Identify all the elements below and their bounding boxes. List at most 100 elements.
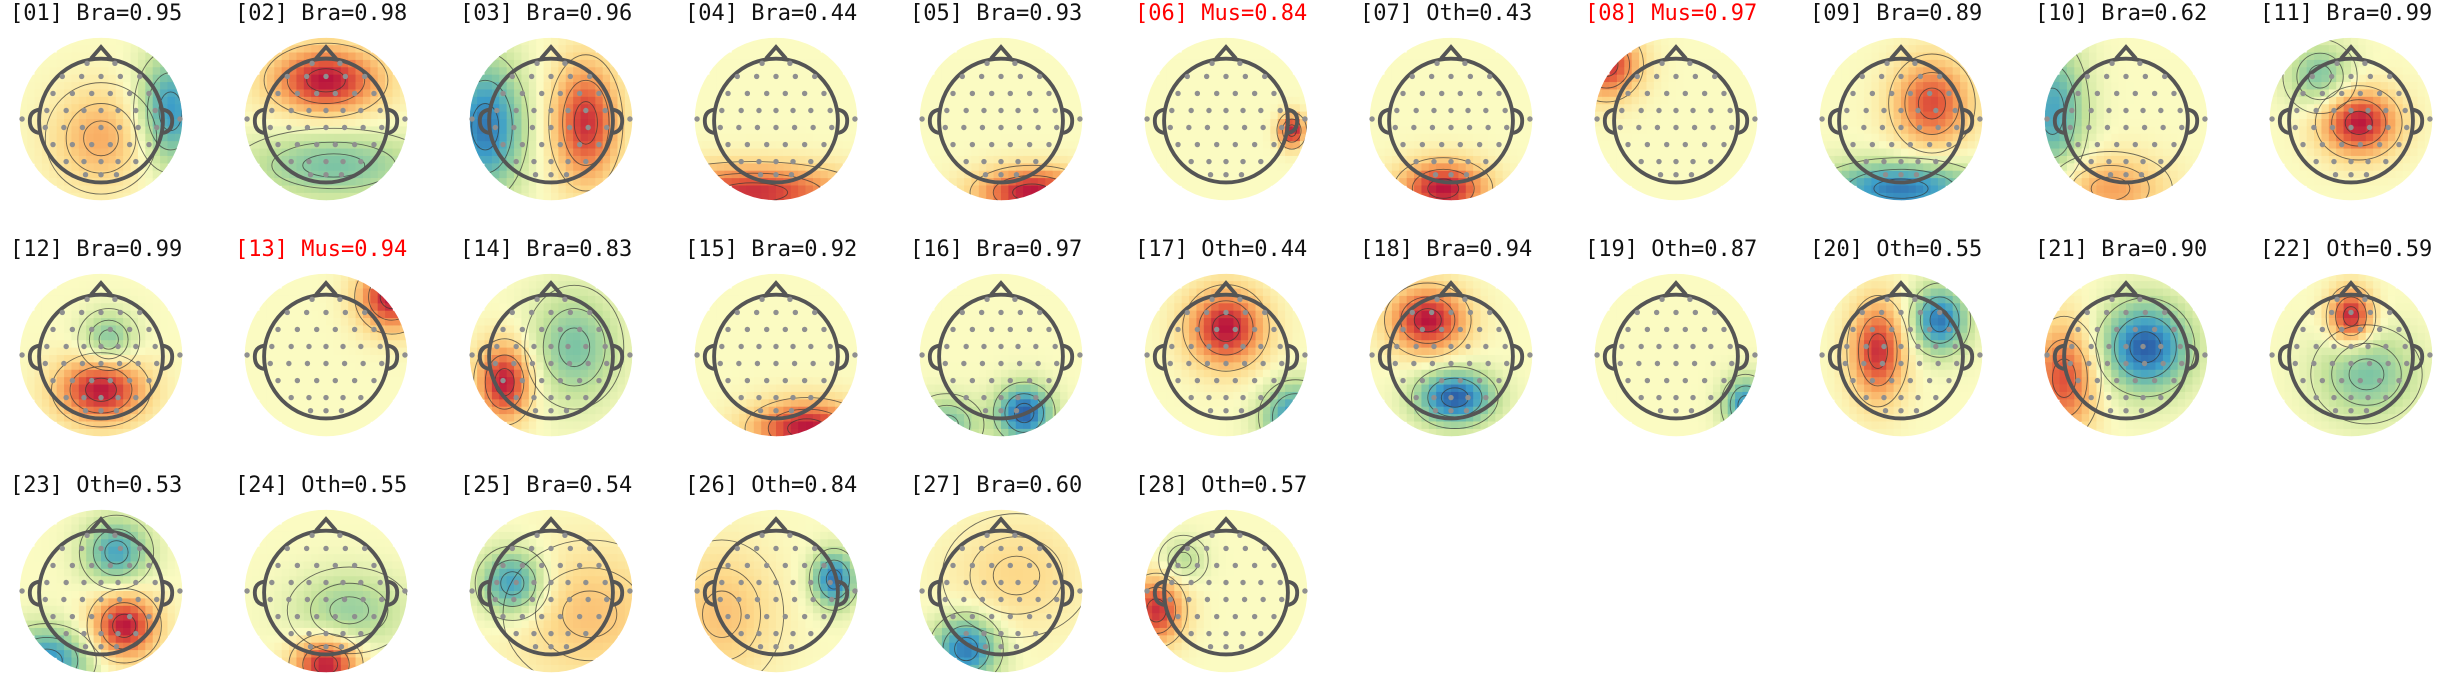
component-score: 0.97 (1704, 1, 1757, 26)
component-title: [04] Bra=0.44 (685, 0, 857, 28)
component-title: [06] Mus=0.84 (1135, 0, 1307, 28)
component-label: Bra (76, 1, 116, 26)
component-label: Bra (1426, 237, 1466, 262)
component-title: [08] Mus=0.97 (1585, 0, 1757, 28)
component-title: [05] Bra=0.93 (910, 0, 1082, 28)
component-id: [12] (10, 237, 63, 262)
component-score: 0.60 (1029, 473, 1082, 498)
component-id: [28] (1135, 473, 1188, 498)
component-label: Bra (751, 237, 791, 262)
component-title: [22] Oth=0.59 (2260, 236, 2432, 264)
component-cell: [08] Mus=0.97 (1585, 0, 1810, 220)
component-score: 0.90 (2154, 237, 2207, 262)
component-cell: [26] Oth=0.84 (685, 472, 910, 692)
component-cell: [22] Oth=0.59 (2260, 236, 2438, 456)
scalp-topomap (1812, 266, 1990, 444)
component-label: Mus (1201, 1, 1241, 26)
component-score: 0.89 (1929, 1, 1982, 26)
component-score: 0.53 (129, 473, 182, 498)
component-title: [23] Oth=0.53 (10, 472, 182, 500)
scalp-topomap (12, 30, 190, 208)
component-title: [15] Bra=0.92 (685, 236, 857, 264)
component-cell: [27] Bra=0.60 (910, 472, 1135, 692)
scalp-topomap (1587, 266, 1765, 444)
component-label: Bra (76, 237, 116, 262)
component-score: 0.93 (1029, 1, 1082, 26)
component-score: 0.55 (354, 473, 407, 498)
component-id: [11] (2260, 1, 2313, 26)
component-cell: [11] Bra=0.99 (2260, 0, 2438, 220)
topomap-field (1595, 274, 1771, 437)
component-cell: [02] Bra=0.98 (235, 0, 460, 220)
component-score: 0.94 (1479, 237, 1532, 262)
component-cell: [06] Mus=0.84 (1135, 0, 1360, 220)
component-id: [09] (1810, 1, 1863, 26)
component-label: Mus (301, 237, 341, 262)
ica-components-grid: [01] Bra=0.95[02] Bra=0.98[03] Bra=0.96[… (0, 0, 2438, 667)
component-title: [16] Bra=0.97 (910, 236, 1082, 264)
component-score: 0.99 (2379, 1, 2432, 26)
component-cell: [10] Bra=0.62 (2035, 0, 2260, 220)
component-label: Oth (1426, 1, 1466, 26)
scalp-topomap (462, 266, 640, 444)
component-score: 0.94 (354, 237, 407, 262)
component-title: [20] Oth=0.55 (1810, 236, 1982, 264)
component-label: Mus (1651, 1, 1691, 26)
component-score: 0.55 (1929, 237, 1982, 262)
scalp-topomap (687, 266, 865, 444)
component-id: [13] (235, 237, 288, 262)
component-score: 0.84 (1254, 1, 1307, 26)
scalp-topomap (2262, 266, 2438, 444)
component-id: [07] (1360, 1, 1413, 26)
component-id: [19] (1585, 237, 1638, 262)
component-label: Oth (76, 473, 116, 498)
component-cell: [25] Bra=0.54 (460, 472, 685, 692)
scalp-topomap (462, 30, 640, 208)
scalp-topomap (2037, 30, 2215, 208)
scalp-topomap (687, 502, 865, 680)
component-title: [10] Bra=0.62 (2035, 0, 2207, 28)
component-score: 0.57 (1254, 473, 1307, 498)
scalp-topomap (2037, 266, 2215, 444)
topomap-field (1125, 510, 1307, 673)
component-title: [03] Bra=0.96 (460, 0, 632, 28)
component-title: [18] Bra=0.94 (1360, 236, 1532, 264)
scalp-topomap (12, 502, 190, 680)
component-score: 0.98 (354, 1, 407, 26)
component-id: [21] (2035, 237, 2088, 262)
component-title: [12] Bra=0.99 (10, 236, 182, 264)
component-score: 0.92 (804, 237, 857, 262)
component-label: Bra (2326, 1, 2366, 26)
scalp-topomap (912, 266, 1090, 444)
scalp-topomap (12, 266, 190, 444)
component-id: [05] (910, 1, 963, 26)
component-label: Oth (1201, 237, 1241, 262)
component-id: [04] (685, 1, 738, 26)
component-label: Bra (976, 237, 1016, 262)
component-cell: [24] Oth=0.55 (235, 472, 460, 692)
component-title: [13] Mus=0.94 (235, 236, 407, 264)
component-id: [22] (2260, 237, 2313, 262)
component-title: [02] Bra=0.98 (235, 0, 407, 28)
scalp-topomap (462, 502, 640, 680)
component-cell: [23] Oth=0.53 (10, 472, 235, 692)
scalp-topomap (237, 30, 415, 208)
component-cell: [28] Oth=0.57 (1135, 472, 1360, 692)
scalp-topomap (1137, 502, 1315, 680)
component-label: Bra (526, 237, 566, 262)
component-cell: [15] Bra=0.92 (685, 236, 910, 456)
component-cell: [16] Bra=0.97 (910, 236, 1135, 456)
component-cell: [21] Bra=0.90 (2035, 236, 2260, 456)
scalp-topomap (912, 30, 1090, 208)
component-cell: [17] Oth=0.44 (1135, 236, 1360, 456)
component-cell: [20] Oth=0.55 (1810, 236, 2035, 456)
component-id: [17] (1135, 237, 1188, 262)
component-cell: [07] Oth=0.43 (1360, 0, 1585, 220)
component-title: [14] Bra=0.83 (460, 236, 632, 264)
component-title: [09] Bra=0.89 (1810, 0, 1982, 28)
component-id: [27] (910, 473, 963, 498)
component-id: [15] (685, 237, 738, 262)
component-cell: [04] Bra=0.44 (685, 0, 910, 220)
topomap-field (1569, 28, 1757, 201)
component-label: Oth (301, 473, 341, 498)
